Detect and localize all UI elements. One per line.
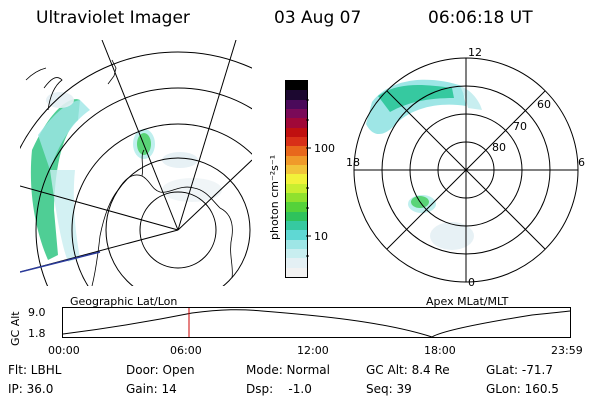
colorbar-segment xyxy=(286,155,307,166)
colorbar-segment xyxy=(286,267,307,277)
info-ip: IP: 36.0 xyxy=(8,382,54,396)
mlt-label-0: 0 xyxy=(468,276,475,289)
colorbar-segment xyxy=(286,174,307,184)
xtick-1800: 18:00 xyxy=(424,344,456,357)
colorbar-segment xyxy=(286,202,307,212)
xtick-2359: 23:59 xyxy=(551,344,583,357)
mlat-label-60: 60 xyxy=(537,98,551,111)
info-glon: GLon: 160.5 xyxy=(486,382,559,396)
colorbar-tick-10: 10 xyxy=(314,230,328,243)
image-date: 03 Aug 07 xyxy=(274,8,362,28)
altitude-ytick-low: 1.8 xyxy=(28,327,46,340)
xtick-0600: 06:00 xyxy=(170,344,202,357)
info-dsp: Dsp: -1.0 xyxy=(246,382,312,396)
info-door: Door: Open xyxy=(126,363,195,377)
colorbar-segment xyxy=(286,239,307,250)
colorbar-segment xyxy=(286,165,307,175)
geographic-map-label: Geographic Lat/Lon xyxy=(70,295,178,308)
info-glat: GLat: -71.7 xyxy=(486,363,553,377)
magnetic-map xyxy=(353,57,579,283)
colorbar-segment xyxy=(286,118,307,128)
mlat-label-70: 70 xyxy=(513,120,527,133)
colorbar-segment xyxy=(286,99,307,110)
colorbar-segment xyxy=(286,230,307,240)
mlt-label-6: 6 xyxy=(578,156,585,169)
magnetic-map-label: Apex MLat/MLT xyxy=(426,295,509,308)
colorbar-segment xyxy=(286,258,307,268)
mlt-label-12: 12 xyxy=(468,46,482,59)
colorbar-segment xyxy=(286,127,307,138)
colorbar-segment xyxy=(286,211,307,222)
colorbar-segment xyxy=(286,193,307,203)
xtick-0000: 00:00 xyxy=(48,344,80,357)
colorbar-segment xyxy=(286,221,307,231)
info-gc-alt: GC Alt: 8.4 Re xyxy=(366,363,450,377)
info-mode: Mode: Normal xyxy=(246,363,330,377)
colorbar-tick-100: 100 xyxy=(314,142,335,155)
mlt-label-18: 18 xyxy=(346,156,360,169)
altitude-ylabel: GC Alt xyxy=(9,311,22,346)
left-grid xyxy=(20,40,252,286)
left-coastline xyxy=(25,59,233,286)
colorbar-segment xyxy=(286,146,307,156)
info-gain: Gain: 14 xyxy=(126,382,177,396)
info-flt: Flt: LBHL xyxy=(8,363,62,377)
right-aurora xyxy=(366,79,482,250)
colorbar-segment xyxy=(286,90,307,100)
altitude-ytick-high: 9.0 xyxy=(28,306,46,319)
altitude-plot xyxy=(62,307,571,338)
left-aurora xyxy=(30,92,222,262)
geographic-map xyxy=(20,40,252,286)
image-time: 06:06:18 UT xyxy=(428,8,533,28)
info-seq: Seq: 39 xyxy=(366,382,412,396)
mlat-label-80: 80 xyxy=(492,141,506,154)
xtick-1200: 12:00 xyxy=(297,344,329,357)
colorbar-segment xyxy=(286,183,307,194)
colorbar-segment xyxy=(286,81,307,91)
colorbar-ticks xyxy=(306,99,311,257)
colorbar-segment xyxy=(286,109,307,119)
colorbar-unit-label: photon cm⁻²s⁻¹ xyxy=(268,154,281,240)
right-grid xyxy=(353,57,579,283)
instrument-title: Ultraviolet Imager xyxy=(36,8,190,28)
colorbar xyxy=(285,80,308,278)
colorbar-segment xyxy=(286,137,307,147)
colorbar-segment xyxy=(286,249,307,259)
